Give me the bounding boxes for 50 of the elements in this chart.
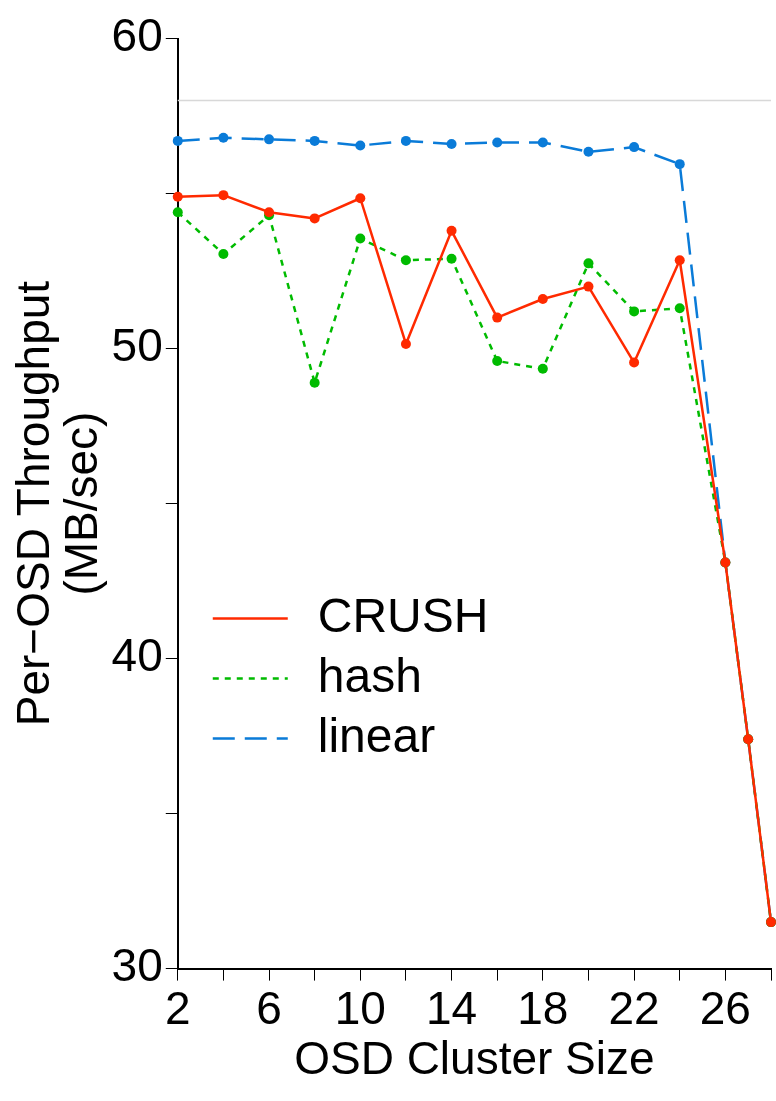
legend-label: CRUSH bbox=[317, 588, 489, 642]
point bbox=[218, 132, 229, 143]
point bbox=[492, 356, 503, 366]
point bbox=[400, 135, 411, 146]
point bbox=[446, 139, 457, 149]
x-axis-title: OSD Cluster Size bbox=[294, 1032, 655, 1085]
point bbox=[355, 140, 366, 151]
point bbox=[446, 253, 457, 264]
point bbox=[629, 306, 640, 317]
point bbox=[629, 142, 640, 153]
point bbox=[492, 137, 503, 148]
x-tick-label: 2 bbox=[164, 981, 191, 1034]
y-tick-label: 50 bbox=[111, 319, 163, 372]
point bbox=[400, 338, 411, 349]
x-tick-label: 6 bbox=[256, 981, 282, 1034]
point bbox=[400, 255, 411, 266]
point bbox=[674, 159, 685, 170]
y-axis-title: Per−OSD Throughput (MB/sec) bbox=[6, 280, 108, 727]
x-tick-label: 22 bbox=[608, 981, 660, 1034]
point bbox=[355, 193, 366, 204]
x-tick-label: 18 bbox=[517, 981, 569, 1034]
point bbox=[629, 357, 640, 368]
x-tick-label: 10 bbox=[334, 981, 386, 1034]
x-tick-label: 14 bbox=[425, 981, 478, 1034]
point bbox=[537, 294, 548, 304]
y-tick-label: 60 bbox=[111, 9, 163, 62]
point bbox=[309, 377, 320, 388]
point bbox=[537, 137, 548, 148]
y-tick-label: 40 bbox=[111, 629, 163, 682]
legend-label: linear bbox=[317, 708, 436, 762]
legend-label: hash bbox=[317, 648, 422, 702]
y-tick-label: 30 bbox=[111, 939, 163, 992]
point bbox=[264, 134, 275, 145]
point bbox=[309, 135, 320, 146]
point bbox=[583, 146, 594, 157]
point bbox=[355, 233, 366, 244]
point bbox=[309, 213, 320, 224]
point bbox=[583, 258, 594, 269]
point bbox=[537, 363, 548, 374]
point bbox=[172, 207, 183, 218]
point bbox=[492, 312, 503, 323]
point bbox=[218, 190, 229, 201]
point bbox=[172, 191, 183, 202]
point bbox=[674, 303, 685, 314]
point bbox=[218, 249, 229, 260]
point bbox=[172, 135, 183, 146]
x-tick-label: 26 bbox=[699, 981, 751, 1034]
point bbox=[674, 255, 685, 266]
point bbox=[446, 225, 457, 236]
point bbox=[583, 281, 594, 292]
